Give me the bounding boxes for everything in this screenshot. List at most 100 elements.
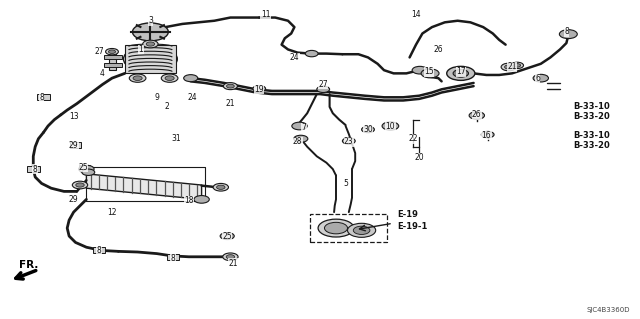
Circle shape — [184, 75, 198, 82]
Circle shape — [412, 66, 428, 74]
Circle shape — [318, 219, 354, 237]
Text: 8: 8 — [97, 246, 102, 255]
Bar — [104, 63, 122, 67]
Text: SJC4B3360D: SJC4B3360D — [587, 307, 630, 313]
Bar — [166, 255, 179, 260]
Text: 25: 25 — [78, 163, 88, 172]
Bar — [310, 214, 387, 242]
Text: 24: 24 — [187, 93, 197, 102]
Text: 10: 10 — [385, 122, 396, 130]
Bar — [79, 165, 90, 170]
Text: 30: 30 — [363, 125, 373, 134]
Text: 25: 25 — [222, 232, 232, 241]
Circle shape — [469, 112, 484, 119]
Text: B-33-20: B-33-20 — [573, 112, 609, 121]
Circle shape — [453, 70, 468, 77]
Circle shape — [481, 131, 494, 138]
Circle shape — [223, 83, 237, 90]
Circle shape — [109, 50, 115, 54]
Circle shape — [353, 226, 370, 234]
Text: 15: 15 — [424, 67, 434, 76]
Circle shape — [124, 46, 177, 72]
Text: 21: 21 — [229, 259, 238, 268]
Circle shape — [194, 196, 209, 203]
Text: 26: 26 — [433, 45, 444, 54]
Text: 17: 17 — [456, 67, 466, 76]
Polygon shape — [86, 174, 202, 199]
Circle shape — [132, 23, 168, 41]
Bar — [93, 248, 105, 253]
Text: 14: 14 — [411, 10, 421, 19]
Bar — [104, 55, 122, 59]
Circle shape — [382, 122, 399, 130]
Text: 9: 9 — [154, 93, 159, 102]
Circle shape — [305, 50, 318, 57]
Text: 22: 22 — [408, 134, 417, 143]
Circle shape — [165, 76, 174, 80]
Circle shape — [294, 135, 308, 142]
Text: 8: 8 — [564, 27, 569, 36]
Text: 20: 20 — [414, 153, 424, 162]
Text: 29: 29 — [68, 141, 79, 150]
Circle shape — [324, 222, 348, 234]
Circle shape — [220, 233, 234, 240]
Circle shape — [348, 223, 376, 237]
Circle shape — [106, 48, 118, 55]
Circle shape — [79, 165, 94, 173]
Circle shape — [342, 138, 355, 144]
Text: 1: 1 — [138, 45, 143, 54]
Bar — [109, 49, 116, 70]
Text: 29: 29 — [68, 195, 79, 204]
Text: 18: 18 — [184, 197, 193, 205]
Text: FR.: FR. — [19, 260, 38, 271]
Circle shape — [146, 42, 155, 46]
Bar — [70, 142, 81, 148]
Text: 8: 8 — [39, 93, 44, 102]
Text: 16: 16 — [481, 131, 492, 140]
Text: 27: 27 — [318, 80, 328, 89]
Text: 24: 24 — [289, 53, 300, 62]
Text: 12: 12 — [108, 208, 116, 217]
Text: 13: 13 — [68, 112, 79, 121]
Text: B-33-10: B-33-10 — [573, 131, 609, 140]
Text: 31: 31 — [171, 134, 181, 143]
Bar — [27, 166, 40, 172]
Circle shape — [161, 74, 178, 82]
Circle shape — [511, 62, 524, 69]
Text: 26: 26 — [472, 110, 482, 119]
Circle shape — [362, 126, 374, 133]
Circle shape — [559, 30, 577, 39]
Circle shape — [504, 65, 513, 69]
Circle shape — [223, 253, 238, 261]
Circle shape — [129, 74, 146, 82]
Text: 7: 7 — [301, 123, 307, 132]
Text: 8: 8 — [170, 254, 175, 263]
Text: 2: 2 — [164, 102, 169, 111]
Text: B-33-10: B-33-10 — [573, 102, 609, 111]
Circle shape — [421, 69, 439, 78]
Circle shape — [213, 183, 228, 191]
Circle shape — [227, 84, 234, 88]
Text: B-33-20: B-33-20 — [573, 141, 609, 150]
Circle shape — [226, 255, 235, 259]
Circle shape — [514, 63, 521, 67]
Text: 4: 4 — [100, 69, 105, 78]
Circle shape — [76, 183, 84, 187]
Circle shape — [82, 169, 95, 175]
Text: 23: 23 — [344, 137, 354, 146]
Circle shape — [317, 86, 330, 93]
Text: E-19
E-19-1: E-19 E-19-1 — [397, 210, 427, 231]
Text: 21: 21 — [508, 63, 516, 71]
Text: 3: 3 — [148, 16, 153, 25]
Circle shape — [447, 66, 475, 80]
Text: 11: 11 — [261, 10, 270, 19]
Text: 28: 28 — [293, 137, 302, 146]
Text: 27: 27 — [94, 47, 104, 56]
Circle shape — [501, 63, 516, 71]
Circle shape — [133, 76, 142, 80]
Circle shape — [533, 74, 548, 82]
Text: 8: 8 — [33, 165, 38, 174]
Circle shape — [216, 185, 225, 189]
Circle shape — [253, 85, 266, 92]
Circle shape — [72, 181, 88, 189]
